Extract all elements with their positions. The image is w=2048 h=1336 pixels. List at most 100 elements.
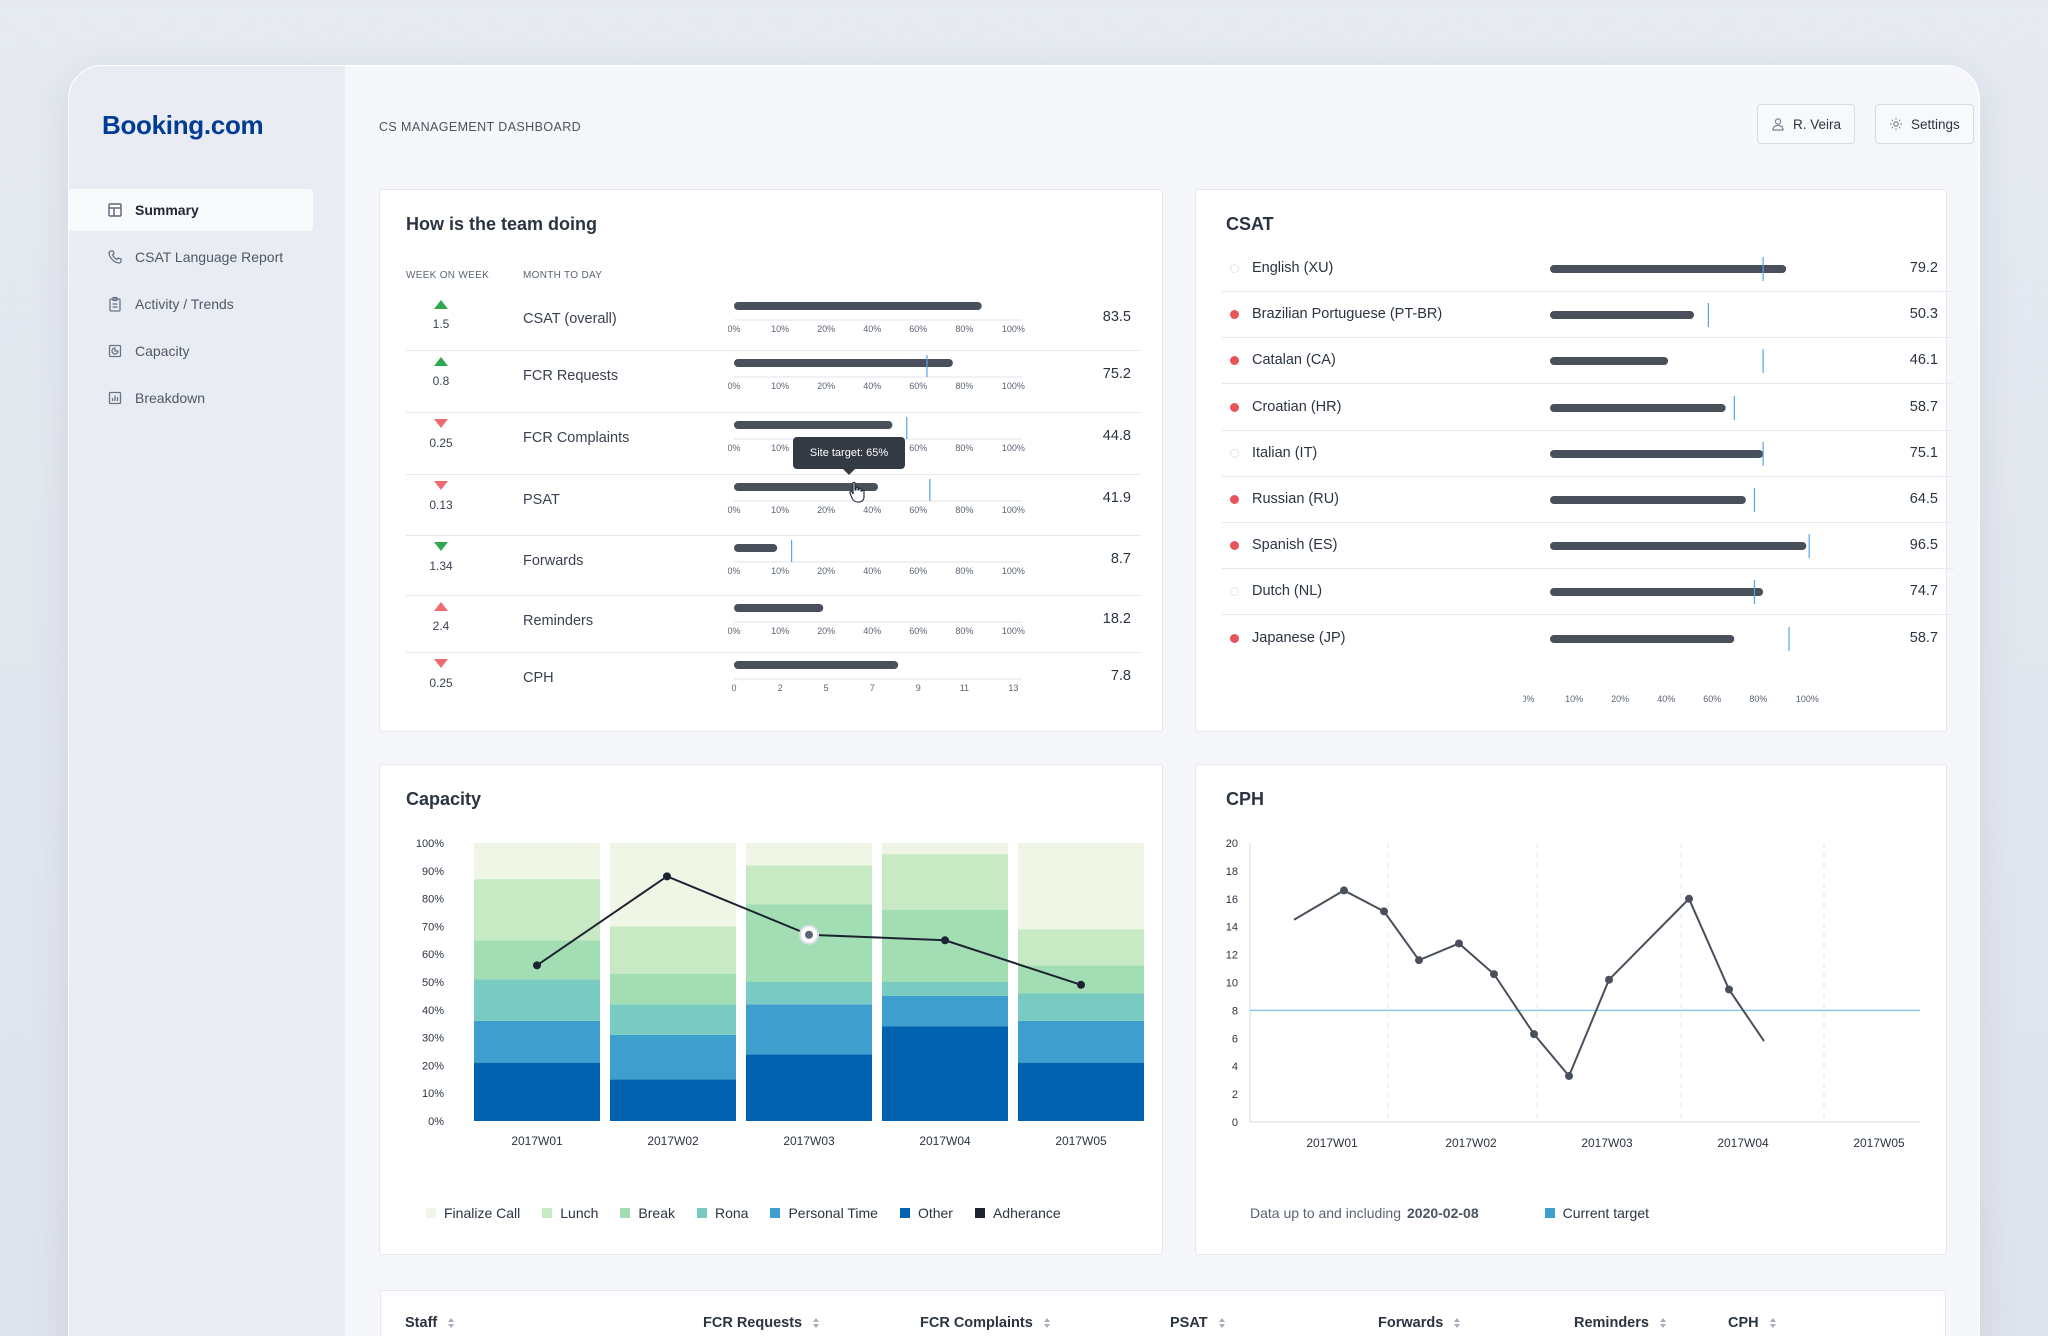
logo[interactable]: Booking.com bbox=[102, 110, 264, 140]
cph-point[interactable] bbox=[1530, 1030, 1538, 1039]
cph-point[interactable] bbox=[1605, 975, 1613, 984]
cph-point[interactable] bbox=[1725, 985, 1733, 994]
csat-row[interactable]: Spanish (ES) 96.5 bbox=[1222, 523, 1954, 570]
cph-point[interactable] bbox=[1565, 1071, 1573, 1080]
capacity-legend-item[interactable]: Rona bbox=[696, 1205, 748, 1221]
capacity-bar-segment[interactable] bbox=[746, 1004, 872, 1055]
csat-row[interactable]: English (XU) 79.2 bbox=[1222, 246, 1954, 292]
csat-value-bar[interactable] bbox=[1550, 449, 1764, 458]
capacity-bar-segment[interactable] bbox=[610, 1034, 736, 1080]
value-bar[interactable] bbox=[734, 544, 778, 552]
sort-icon[interactable] bbox=[1043, 1317, 1051, 1329]
sort-icon[interactable] bbox=[447, 1317, 455, 1329]
metric-row[interactable]: 1.34 Forwards 8.7 0% 10% 20% 40% 60% 80% 100% bbox=[406, 536, 1141, 596]
csat-row[interactable]: Brazilian Portuguese (PT-BR) 50.3 bbox=[1222, 292, 1954, 339]
sidebar-item-activity-trends[interactable]: Activity / Trends bbox=[69, 283, 313, 325]
csat-row[interactable]: Russian (RU) 64.5 bbox=[1222, 477, 1954, 523]
capacity-bar-segment[interactable] bbox=[882, 854, 1008, 910]
cph-point[interactable] bbox=[1455, 939, 1463, 948]
csat-value-bar[interactable] bbox=[1550, 357, 1669, 366]
csat-row[interactable]: Croatian (HR) 58.7 bbox=[1222, 385, 1954, 431]
column-header[interactable]: Forwards bbox=[1378, 1315, 1461, 1331]
capacity-bar-segment[interactable] bbox=[1018, 1020, 1144, 1063]
adherance-point[interactable] bbox=[941, 936, 949, 945]
capacity-bar-segment[interactable] bbox=[746, 982, 872, 1005]
capacity-legend-item[interactable]: Lunch bbox=[542, 1205, 598, 1221]
csat-row[interactable]: Italian (IT) 75.1 bbox=[1222, 431, 1954, 477]
sidebar-item-breakdown[interactable]: Breakdown bbox=[69, 377, 313, 419]
capacity-bar-segment[interactable] bbox=[882, 843, 1008, 855]
capacity-bar-segment[interactable] bbox=[746, 843, 872, 866]
capacity-bar-segment[interactable] bbox=[746, 865, 872, 905]
value-bar[interactable] bbox=[734, 604, 824, 612]
capacity-bar-segment[interactable] bbox=[882, 995, 1008, 1027]
column-header[interactable]: PSAT bbox=[1170, 1315, 1226, 1331]
capacity-bar-segment[interactable] bbox=[882, 909, 1008, 982]
csat-value-bar[interactable] bbox=[1550, 634, 1735, 643]
metric-row[interactable]: 0.13 PSAT 41.9 0% 10% 20% 40% 60% 80% 100% bbox=[406, 475, 1141, 536]
cph-point[interactable] bbox=[1415, 956, 1423, 965]
capacity-bar-segment[interactable] bbox=[474, 979, 600, 1021]
capacity-bar-segment[interactable] bbox=[474, 940, 600, 980]
capacity-legend-item[interactable]: Finalize Call bbox=[426, 1205, 520, 1221]
csat-value-bar[interactable] bbox=[1550, 588, 1764, 597]
value-bar[interactable] bbox=[734, 661, 899, 669]
csat-row[interactable]: Dutch (NL) 74.7 bbox=[1222, 569, 1954, 616]
capacity-legend-item[interactable]: Adherance bbox=[974, 1205, 1061, 1221]
csat-value-bar[interactable] bbox=[1550, 265, 1787, 273]
capacity-bar-segment[interactable] bbox=[1018, 929, 1144, 966]
csat-row[interactable]: Catalan (CA) 46.1 bbox=[1222, 338, 1954, 385]
column-header[interactable]: Staff bbox=[405, 1315, 455, 1331]
csat-value-bar[interactable] bbox=[1550, 311, 1694, 320]
capacity-bar-segment[interactable] bbox=[610, 843, 736, 927]
column-header[interactable]: CPH bbox=[1728, 1315, 1777, 1331]
csat-value-bar[interactable] bbox=[1550, 403, 1726, 412]
metric-row[interactable]: 0.8 FCR Requests 75.2 0% 10% 20% 40% 60% 80% 100% bbox=[406, 351, 1141, 413]
csat-row[interactable]: Japanese (JP) 58.7 bbox=[1222, 616, 1954, 662]
metric-row[interactable]: 1.5 CSAT (overall) 83.5 0% 10% 20% 40% 60% 80% 10… bbox=[406, 294, 1141, 351]
capacity-bar-segment[interactable] bbox=[610, 1004, 736, 1035]
metric-row[interactable]: 2.4 Reminders 18.2 0% 10% 20% 40% 60% 80% 100% bbox=[406, 596, 1141, 653]
capacity-legend-item[interactable]: Break bbox=[620, 1205, 675, 1221]
sidebar-item-summary[interactable]: Summary bbox=[69, 189, 313, 231]
settings-button[interactable]: Settings bbox=[1875, 104, 1974, 144]
sort-icon[interactable] bbox=[1769, 1317, 1777, 1329]
capacity-bar-segment[interactable] bbox=[474, 1020, 600, 1063]
value-bar[interactable] bbox=[734, 359, 953, 367]
value-bar[interactable] bbox=[734, 421, 893, 429]
column-header[interactable]: Reminders bbox=[1574, 1315, 1667, 1331]
capacity-bar-segment[interactable] bbox=[882, 1026, 1008, 1121]
sort-icon[interactable] bbox=[1218, 1317, 1226, 1329]
user-button[interactable]: R. Veira bbox=[1757, 104, 1856, 144]
cph-point[interactable] bbox=[1490, 970, 1498, 979]
capacity-legend-item[interactable]: Other bbox=[899, 1205, 953, 1221]
csat-value-bar[interactable] bbox=[1550, 542, 1807, 551]
column-header[interactable]: FCR Requests bbox=[703, 1315, 820, 1331]
adherance-point[interactable] bbox=[805, 930, 813, 939]
capacity-bar-segment[interactable] bbox=[474, 879, 600, 941]
adherance-point[interactable] bbox=[1077, 980, 1085, 989]
value-bar[interactable] bbox=[734, 302, 982, 310]
capacity-legend-item[interactable]: Personal Time bbox=[770, 1205, 878, 1221]
capacity-bar-segment[interactable] bbox=[1018, 1062, 1144, 1121]
cph-point[interactable] bbox=[1380, 907, 1388, 916]
cph-point[interactable] bbox=[1340, 886, 1348, 895]
sidebar-item-csat-language-report[interactable]: CSAT Language Report bbox=[69, 236, 313, 278]
adherance-point[interactable] bbox=[533, 961, 541, 970]
metric-row[interactable]: 0.25 CPH 7.8 0 2 5 7 9 11 13 bbox=[406, 653, 1141, 713]
capacity-bar-segment[interactable] bbox=[474, 843, 600, 880]
value-bar[interactable] bbox=[734, 483, 878, 491]
sort-icon[interactable] bbox=[1659, 1317, 1667, 1329]
capacity-bar-segment[interactable] bbox=[882, 982, 1008, 996]
capacity-bar-segment[interactable] bbox=[746, 1054, 872, 1121]
capacity-bar-segment[interactable] bbox=[1018, 993, 1144, 1021]
capacity-bar-segment[interactable] bbox=[474, 1062, 600, 1121]
column-header[interactable]: FCR Complaints bbox=[920, 1315, 1051, 1331]
sort-icon[interactable] bbox=[812, 1317, 820, 1329]
capacity-bar-segment[interactable] bbox=[1018, 843, 1144, 930]
capacity-bar-segment[interactable] bbox=[610, 1079, 736, 1121]
csat-value-bar[interactable] bbox=[1550, 496, 1746, 504]
sidebar-item-capacity[interactable]: Capacity bbox=[69, 330, 313, 372]
sort-icon[interactable] bbox=[1453, 1317, 1461, 1329]
